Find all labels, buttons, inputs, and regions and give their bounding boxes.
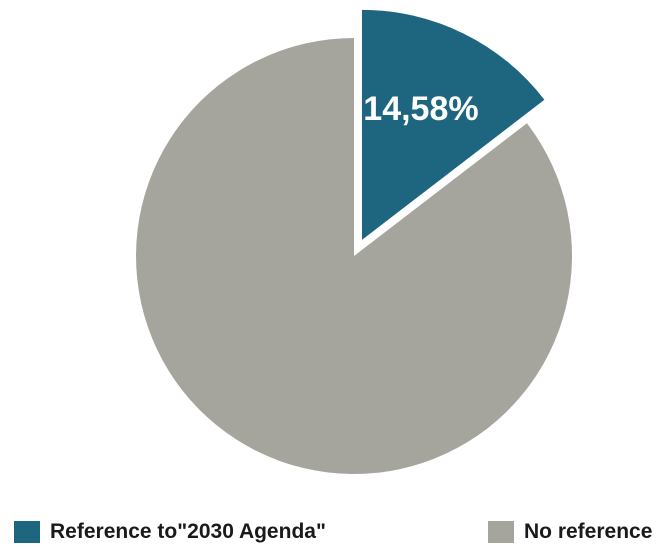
chart-legend: Reference to"2030 Agenda" No reference — [14, 518, 666, 546]
pie-chart: 14,58% — [136, 9, 573, 474]
pie-slices — [136, 9, 573, 474]
legend-swatch-reference — [14, 521, 40, 543]
pie-slice-1 — [136, 38, 573, 474]
legend-label-no-reference: No reference — [524, 520, 653, 543]
pie-slice-0 — [361, 9, 545, 240]
legend-swatch-no-reference — [488, 521, 514, 543]
legend-label-reference: Reference to"2030 Agenda" — [50, 520, 326, 543]
pie-labels: 14,58% — [363, 90, 478, 128]
slice-value-label-0: 14,58% — [363, 90, 478, 128]
legend-item-reference: Reference to"2030 Agenda" — [14, 518, 326, 546]
legend-item-no-reference: No reference — [488, 518, 652, 546]
